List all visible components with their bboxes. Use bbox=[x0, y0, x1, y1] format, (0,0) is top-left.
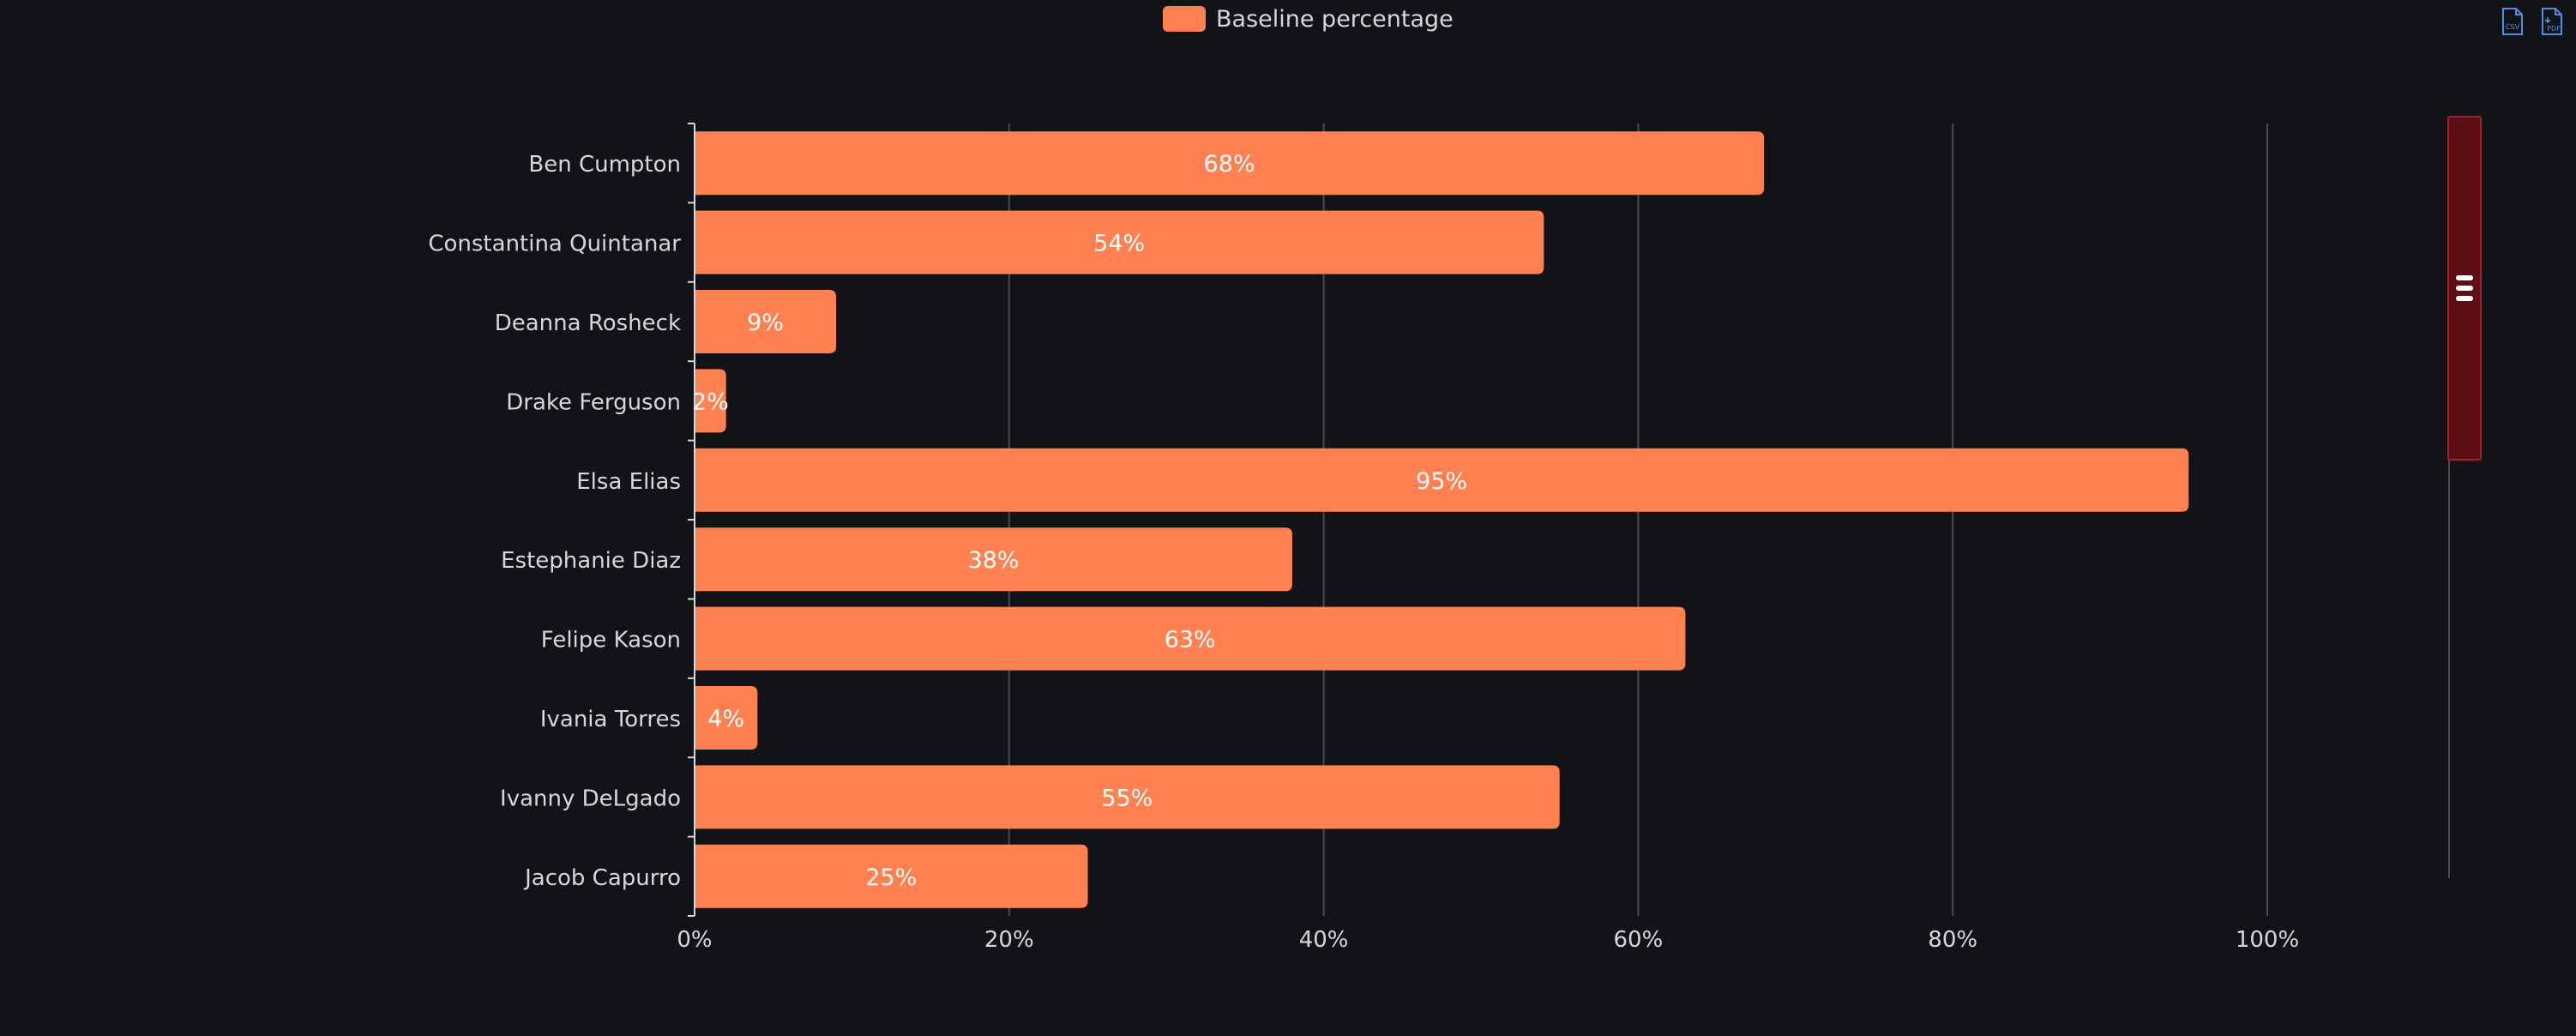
bar[interactable] bbox=[695, 844, 1088, 908]
bar[interactable] bbox=[695, 369, 726, 433]
export-csv-icon[interactable]: CSV bbox=[2501, 7, 2525, 36]
bar-data-label: 63% bbox=[1165, 627, 1216, 654]
bar-data-label: 4% bbox=[707, 706, 744, 732]
export-pdf-label: PDF bbox=[2547, 25, 2561, 33]
bars: 68% 54% 9% 2% 95% 38% 63% 4% 55% 25% bbox=[692, 131, 2189, 908]
x-tick-label: 60% bbox=[1614, 927, 1664, 953]
bar[interactable] bbox=[695, 606, 1686, 671]
bar[interactable] bbox=[695, 131, 1765, 196]
scrollbar[interactable] bbox=[2447, 116, 2482, 878]
y-category-label: Jacob Capurro bbox=[523, 865, 681, 891]
y-category-label: Estephanie Diaz bbox=[501, 548, 681, 574]
y-category-label: Constantina Quintanar bbox=[428, 232, 681, 257]
x-tick-label: 20% bbox=[984, 927, 1034, 953]
y-category-label: Ben Cumpton bbox=[528, 152, 681, 178]
bar[interactable] bbox=[695, 448, 2189, 512]
bar[interactable] bbox=[695, 765, 1560, 829]
bar[interactable] bbox=[695, 686, 758, 750]
legend-label[interactable]: Baseline percentage bbox=[1216, 5, 1454, 33]
bar-data-label: 9% bbox=[747, 310, 784, 336]
x-tick-label: 0% bbox=[677, 927, 712, 953]
bar-data-label: 38% bbox=[967, 547, 1019, 574]
x-tick-label: 80% bbox=[1928, 927, 1977, 953]
bar-data-label: 68% bbox=[1204, 151, 1255, 178]
bar[interactable] bbox=[695, 290, 837, 353]
y-category-label: Felipe Kason bbox=[541, 628, 681, 654]
x-tick-label: 100% bbox=[2236, 927, 2299, 953]
legend[interactable]: Baseline percentage bbox=[1163, 5, 1454, 33]
bar-data-label: 25% bbox=[865, 864, 917, 891]
y-category-label: Drake Ferguson bbox=[506, 389, 681, 415]
bar-data-label: 55% bbox=[1101, 785, 1153, 811]
bar-data-label: 2% bbox=[692, 388, 729, 415]
bar[interactable] bbox=[695, 210, 1544, 274]
scroll-grip-icon[interactable] bbox=[2456, 286, 2473, 291]
export-csv-label: CSV bbox=[2506, 23, 2520, 31]
bar-data-label: 54% bbox=[1093, 231, 1145, 257]
scroll-grip-icon[interactable] bbox=[2456, 275, 2473, 280]
bar-data-label: 95% bbox=[1416, 468, 1467, 495]
scroll-grip-icon[interactable] bbox=[2456, 296, 2473, 301]
legend-swatch[interactable] bbox=[1163, 6, 1206, 32]
y-category-label: Deanna Rosheck bbox=[495, 310, 681, 336]
y-category-label: Elsa Elias bbox=[576, 469, 681, 495]
x-tick-label: 40% bbox=[1299, 927, 1349, 953]
y-category-label: Ivanny DeLgado bbox=[500, 786, 681, 811]
export-pdf-icon[interactable]: PDF bbox=[2540, 7, 2564, 36]
y-category-label: Ivania Torres bbox=[540, 707, 681, 732]
bar[interactable] bbox=[695, 527, 1292, 592]
